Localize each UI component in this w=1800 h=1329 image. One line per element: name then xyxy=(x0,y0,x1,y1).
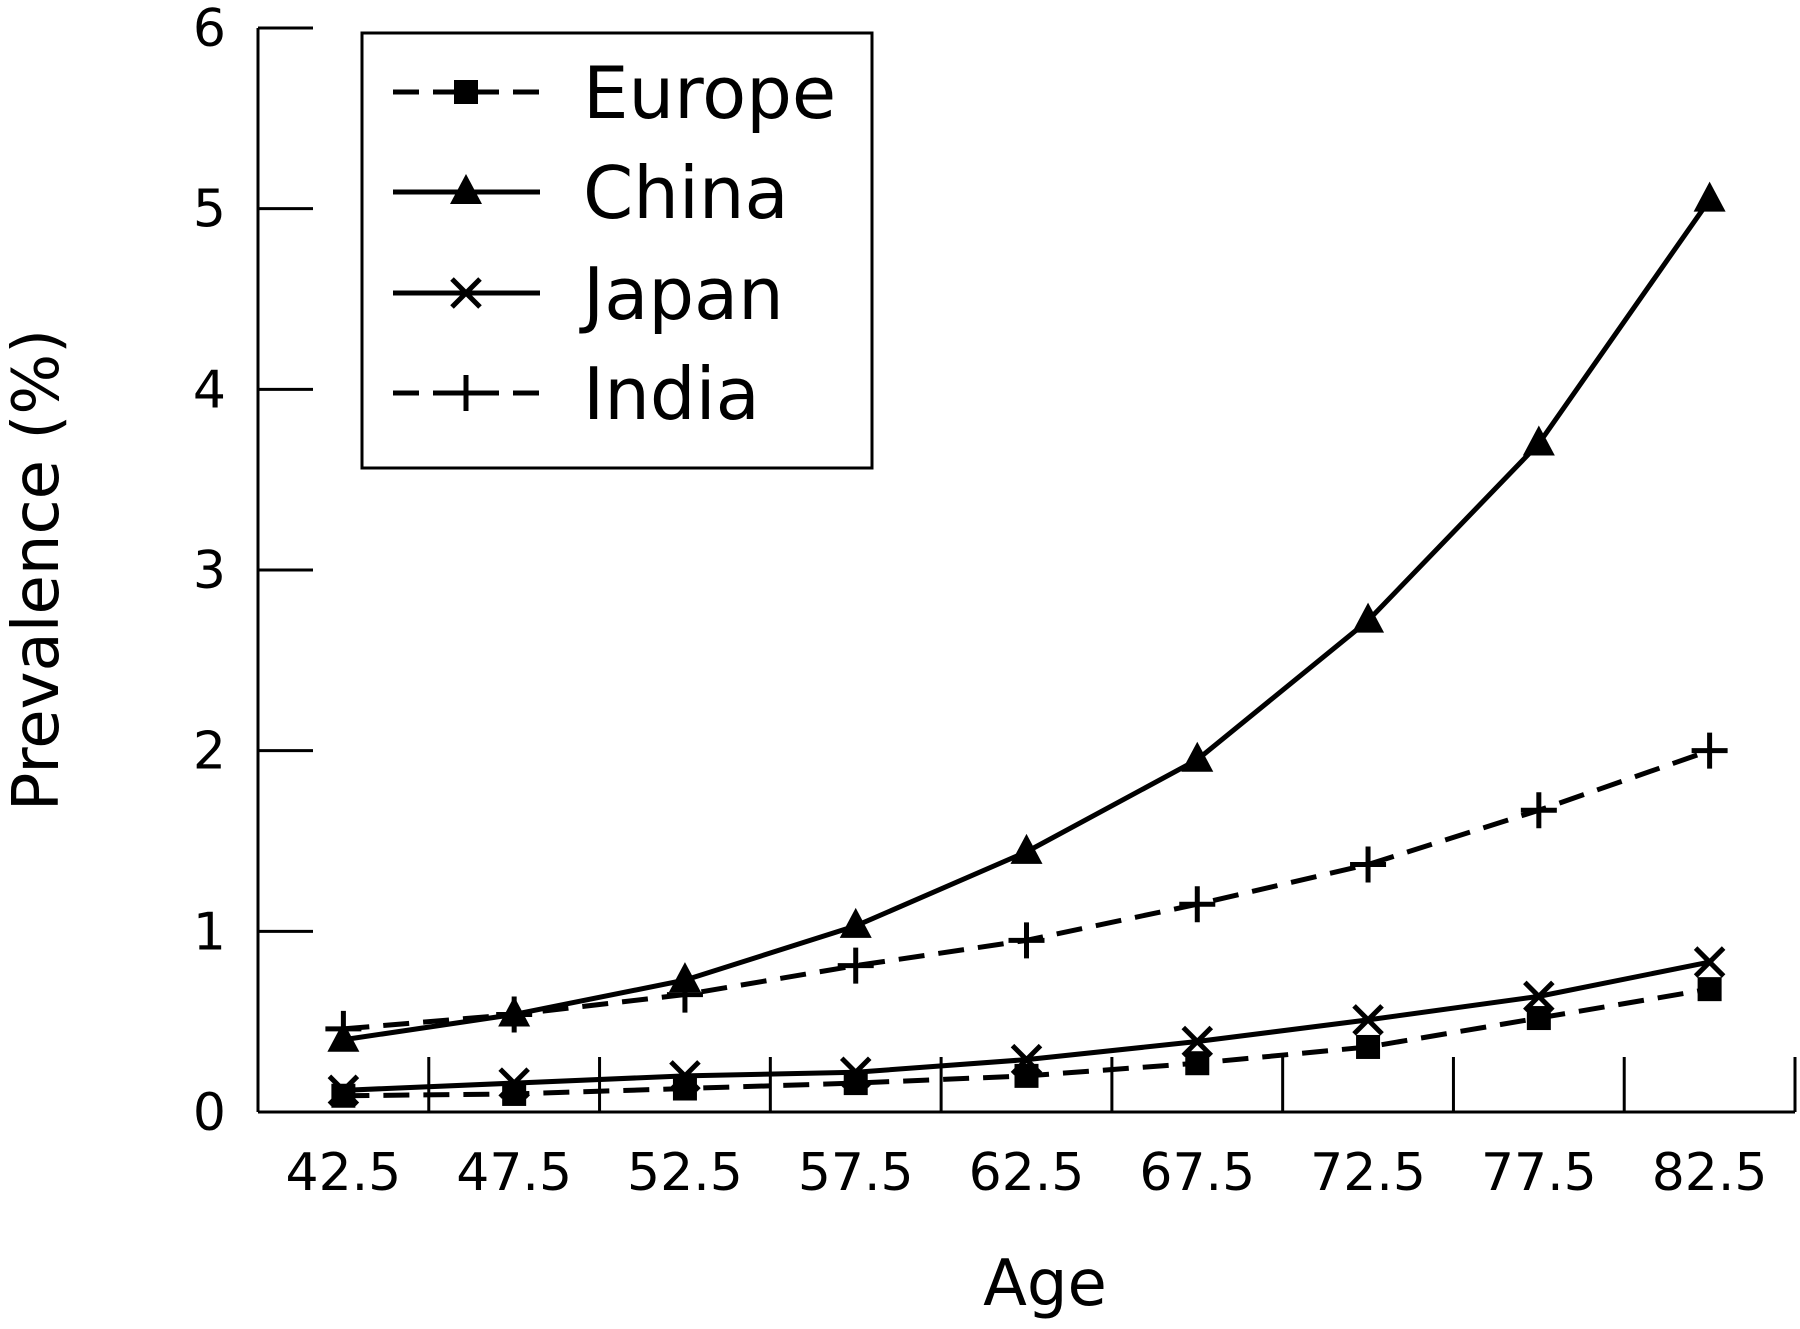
x-tick-label: 52.5 xyxy=(627,1143,743,1203)
data-point-india xyxy=(1691,732,1728,769)
series-japan xyxy=(327,946,1726,1107)
legend-marker-europe xyxy=(454,80,478,104)
y-tick-label: 6 xyxy=(193,0,226,59)
data-point-china xyxy=(1181,741,1214,772)
legend-marker-japan xyxy=(450,277,482,309)
x-tick-label: 62.5 xyxy=(969,1143,1085,1203)
data-point-europe xyxy=(1185,1051,1210,1076)
x-tick-label: 82.5 xyxy=(1652,1143,1768,1203)
legend-label-japan: Japan xyxy=(579,252,784,336)
data-point-india xyxy=(1008,922,1045,959)
x-tick-label: 47.5 xyxy=(456,1143,572,1203)
data-point-india xyxy=(1179,886,1216,923)
data-point-india xyxy=(837,947,874,984)
legend-label-europe: Europe xyxy=(583,51,836,135)
data-point-europe xyxy=(1697,977,1722,1002)
series-layer xyxy=(325,181,1728,1108)
series-india xyxy=(325,732,1728,1047)
y-tick-label: 3 xyxy=(193,541,226,601)
y-tick-label: 2 xyxy=(193,722,226,782)
series-line-india xyxy=(343,748,1711,1032)
data-point-india xyxy=(666,976,703,1013)
data-point-japan xyxy=(327,1074,360,1107)
data-point-china xyxy=(1522,425,1555,456)
series-europe xyxy=(331,977,1722,1108)
x-axis-title: Age xyxy=(983,1247,1107,1321)
data-point-india xyxy=(1520,792,1557,829)
y-tick-label: 5 xyxy=(193,180,226,240)
x-tick-label: 72.5 xyxy=(1310,1143,1426,1203)
data-point-china xyxy=(839,907,872,938)
data-point-japan xyxy=(1010,1043,1043,1076)
data-point-europe xyxy=(1356,1034,1381,1059)
data-point-india xyxy=(1350,846,1387,883)
y-tick-label: 4 xyxy=(193,360,226,420)
data-point-japan xyxy=(1181,1025,1214,1058)
legend-label-india: India xyxy=(583,352,760,436)
data-point-europe xyxy=(1526,1006,1551,1031)
y-tick-label: 0 xyxy=(193,1083,226,1143)
x-tick-label: 57.5 xyxy=(798,1143,914,1203)
legend: Europe China Japan India xyxy=(360,31,874,470)
x-tick-label: 67.5 xyxy=(1139,1143,1255,1203)
x-tick-label: 77.5 xyxy=(1481,1143,1597,1203)
legend-label-china: China xyxy=(583,151,789,235)
data-point-japan xyxy=(498,1067,530,1099)
data-point-europe xyxy=(672,1076,697,1101)
data-point-china xyxy=(1352,602,1385,633)
data-point-india xyxy=(496,996,533,1033)
data-point-india xyxy=(325,1010,362,1047)
data-point-japan xyxy=(839,1056,872,1089)
y-axis-title: Prevalence (%) xyxy=(0,329,74,811)
data-point-japan xyxy=(1523,980,1555,1013)
data-point-japan xyxy=(1693,946,1726,978)
axes: 0 1 2 3 4 5 6 42.5 47.5 52.5 57.5 62.5 67.5 72.5 77.5 8… xyxy=(193,0,1797,1203)
data-point-china xyxy=(1693,181,1726,212)
y-tick-label: 1 xyxy=(193,902,226,962)
data-point-china xyxy=(1010,833,1043,864)
legend-marker-china xyxy=(450,174,482,204)
x-tick-label: 42.5 xyxy=(285,1143,401,1203)
legend-marker-india xyxy=(448,375,484,411)
data-point-japan xyxy=(669,1060,701,1092)
data-point-japan xyxy=(1352,1004,1384,1036)
